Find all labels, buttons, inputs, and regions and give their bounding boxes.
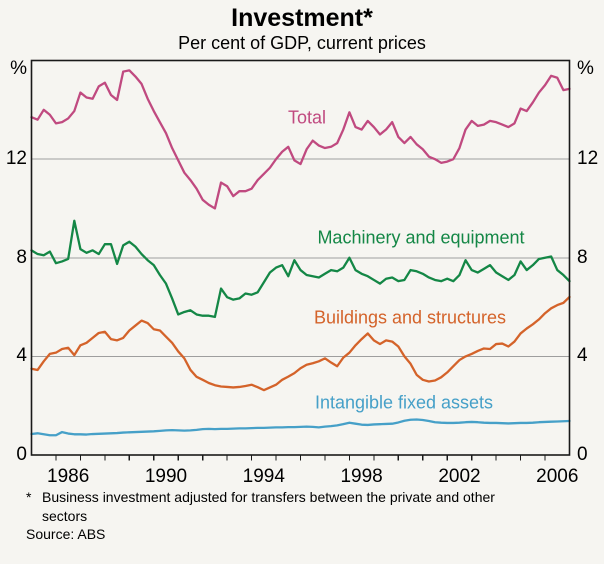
series-label-buildings-and-structures: Buildings and structures xyxy=(313,307,507,328)
line-machinery-and-equipment xyxy=(30,219,571,319)
y-tick-label-left-0: 0 xyxy=(16,444,27,465)
series-label-intangible-fixed-assets: Intangible fixed assets xyxy=(314,392,494,413)
source-text: Source: ABS xyxy=(26,526,106,542)
footnote-text: Business investment adjusted for transfe… xyxy=(42,488,495,525)
x-tick-label-2006: 2006 xyxy=(536,466,579,487)
x-tick-label-1990: 1990 xyxy=(144,466,188,487)
series-label-total: Total xyxy=(287,107,327,128)
y-tick-label-right-12: 12 xyxy=(577,148,599,170)
line-intangible-fixed-assets xyxy=(30,418,571,437)
x-tick-label-1998: 1998 xyxy=(340,466,383,487)
x-tick-label-1994: 1994 xyxy=(242,466,285,487)
y-axis-unit-right: % xyxy=(577,58,594,79)
footnote-line1: Business investment adjusted for transfe… xyxy=(42,489,495,505)
plot-border xyxy=(30,59,571,456)
footnote-block: * Business investment adjusted for trans… xyxy=(26,488,495,544)
x-tick-label-1986: 1986 xyxy=(47,466,90,487)
line-buildings-and-structures xyxy=(30,295,571,392)
y-axis-unit-left: % xyxy=(10,58,27,79)
chart-subtitle: Per cent of GDP, current prices xyxy=(178,33,426,53)
y-tick-label-left-4: 4 xyxy=(16,345,27,367)
footnote-line2: sectors xyxy=(42,507,88,524)
x-tick-label-2002: 2002 xyxy=(438,466,481,487)
y-tick-label-right-4: 4 xyxy=(577,345,588,367)
y-tick-label-left-12: 12 xyxy=(5,148,27,170)
footnote-marker: * xyxy=(26,489,32,505)
y-tick-label-right-0: 0 xyxy=(577,444,588,465)
y-tick-label-right-8: 8 xyxy=(577,246,588,268)
y-tick-label-left-8: 8 xyxy=(16,246,27,268)
series-label-machinery-and-equipment: Machinery and equipment xyxy=(317,227,525,248)
line-total xyxy=(30,69,571,210)
chart-title: Investment* xyxy=(231,4,373,32)
